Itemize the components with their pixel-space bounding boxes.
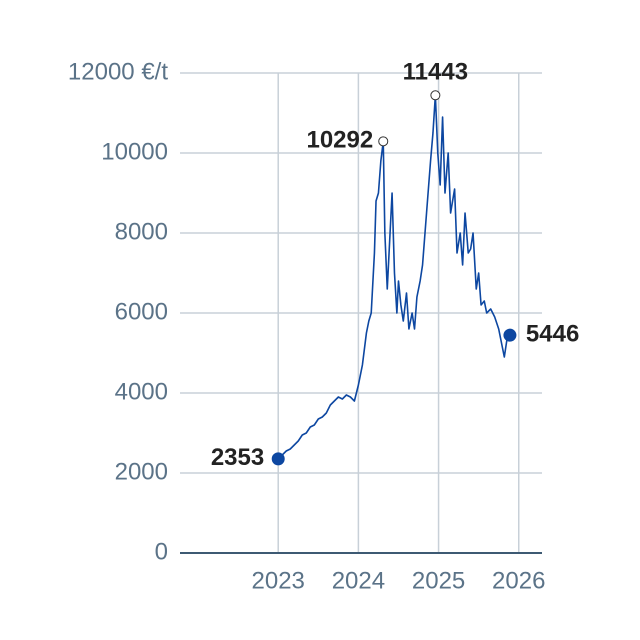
y-tick-label: 0 xyxy=(155,538,168,565)
y-tick-label: 6000 xyxy=(115,298,168,325)
x-tick-label: 2025 xyxy=(412,567,465,594)
y-tick-label: 4000 xyxy=(115,378,168,405)
x-tick-label: 2023 xyxy=(252,567,305,594)
y-tick-label: 2000 xyxy=(115,458,168,485)
point-marker xyxy=(271,452,285,466)
point-label: 11443 xyxy=(403,59,468,86)
point-label: 5446 xyxy=(526,321,579,348)
point-label: 10292 xyxy=(306,127,373,154)
y-tick-label: 12000 €/t xyxy=(68,58,168,85)
point-marker xyxy=(430,90,441,101)
y-tick-label: 10000 xyxy=(101,138,168,165)
y-tick-label: 8000 xyxy=(115,218,168,245)
x-tick-label: 2024 xyxy=(332,567,385,594)
price-line xyxy=(277,94,511,460)
point-label: 2353 xyxy=(211,444,264,471)
point-marker xyxy=(503,328,517,342)
x-tick-label: 2026 xyxy=(492,567,545,594)
point-marker xyxy=(378,136,389,147)
